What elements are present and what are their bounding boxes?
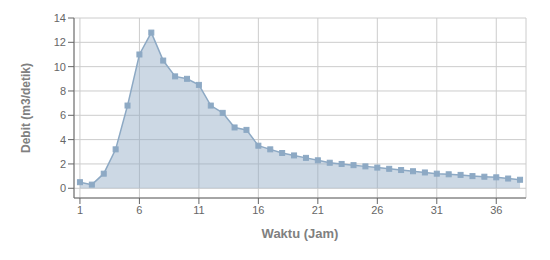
svg-text:12: 12 xyxy=(54,36,66,48)
svg-text:36: 36 xyxy=(490,204,502,216)
svg-text:26: 26 xyxy=(371,204,383,216)
svg-text:31: 31 xyxy=(431,204,443,216)
svg-text:2: 2 xyxy=(60,158,66,170)
svg-text:0: 0 xyxy=(60,182,66,194)
svg-text:14: 14 xyxy=(54,12,66,24)
svg-text:6: 6 xyxy=(60,109,66,121)
svg-text:21: 21 xyxy=(312,204,324,216)
svg-text:1: 1 xyxy=(77,204,83,216)
svg-text:10: 10 xyxy=(54,61,66,73)
svg-text:Debit (m3/detik): Debit (m3/detik) xyxy=(19,63,33,153)
svg-text:11: 11 xyxy=(193,204,204,216)
svg-text:4: 4 xyxy=(60,134,66,146)
svg-text:6: 6 xyxy=(136,204,142,216)
svg-text:Waktu (Jam): Waktu (Jam) xyxy=(262,226,339,241)
svg-text:8: 8 xyxy=(60,85,66,97)
svg-text:16: 16 xyxy=(252,204,264,216)
